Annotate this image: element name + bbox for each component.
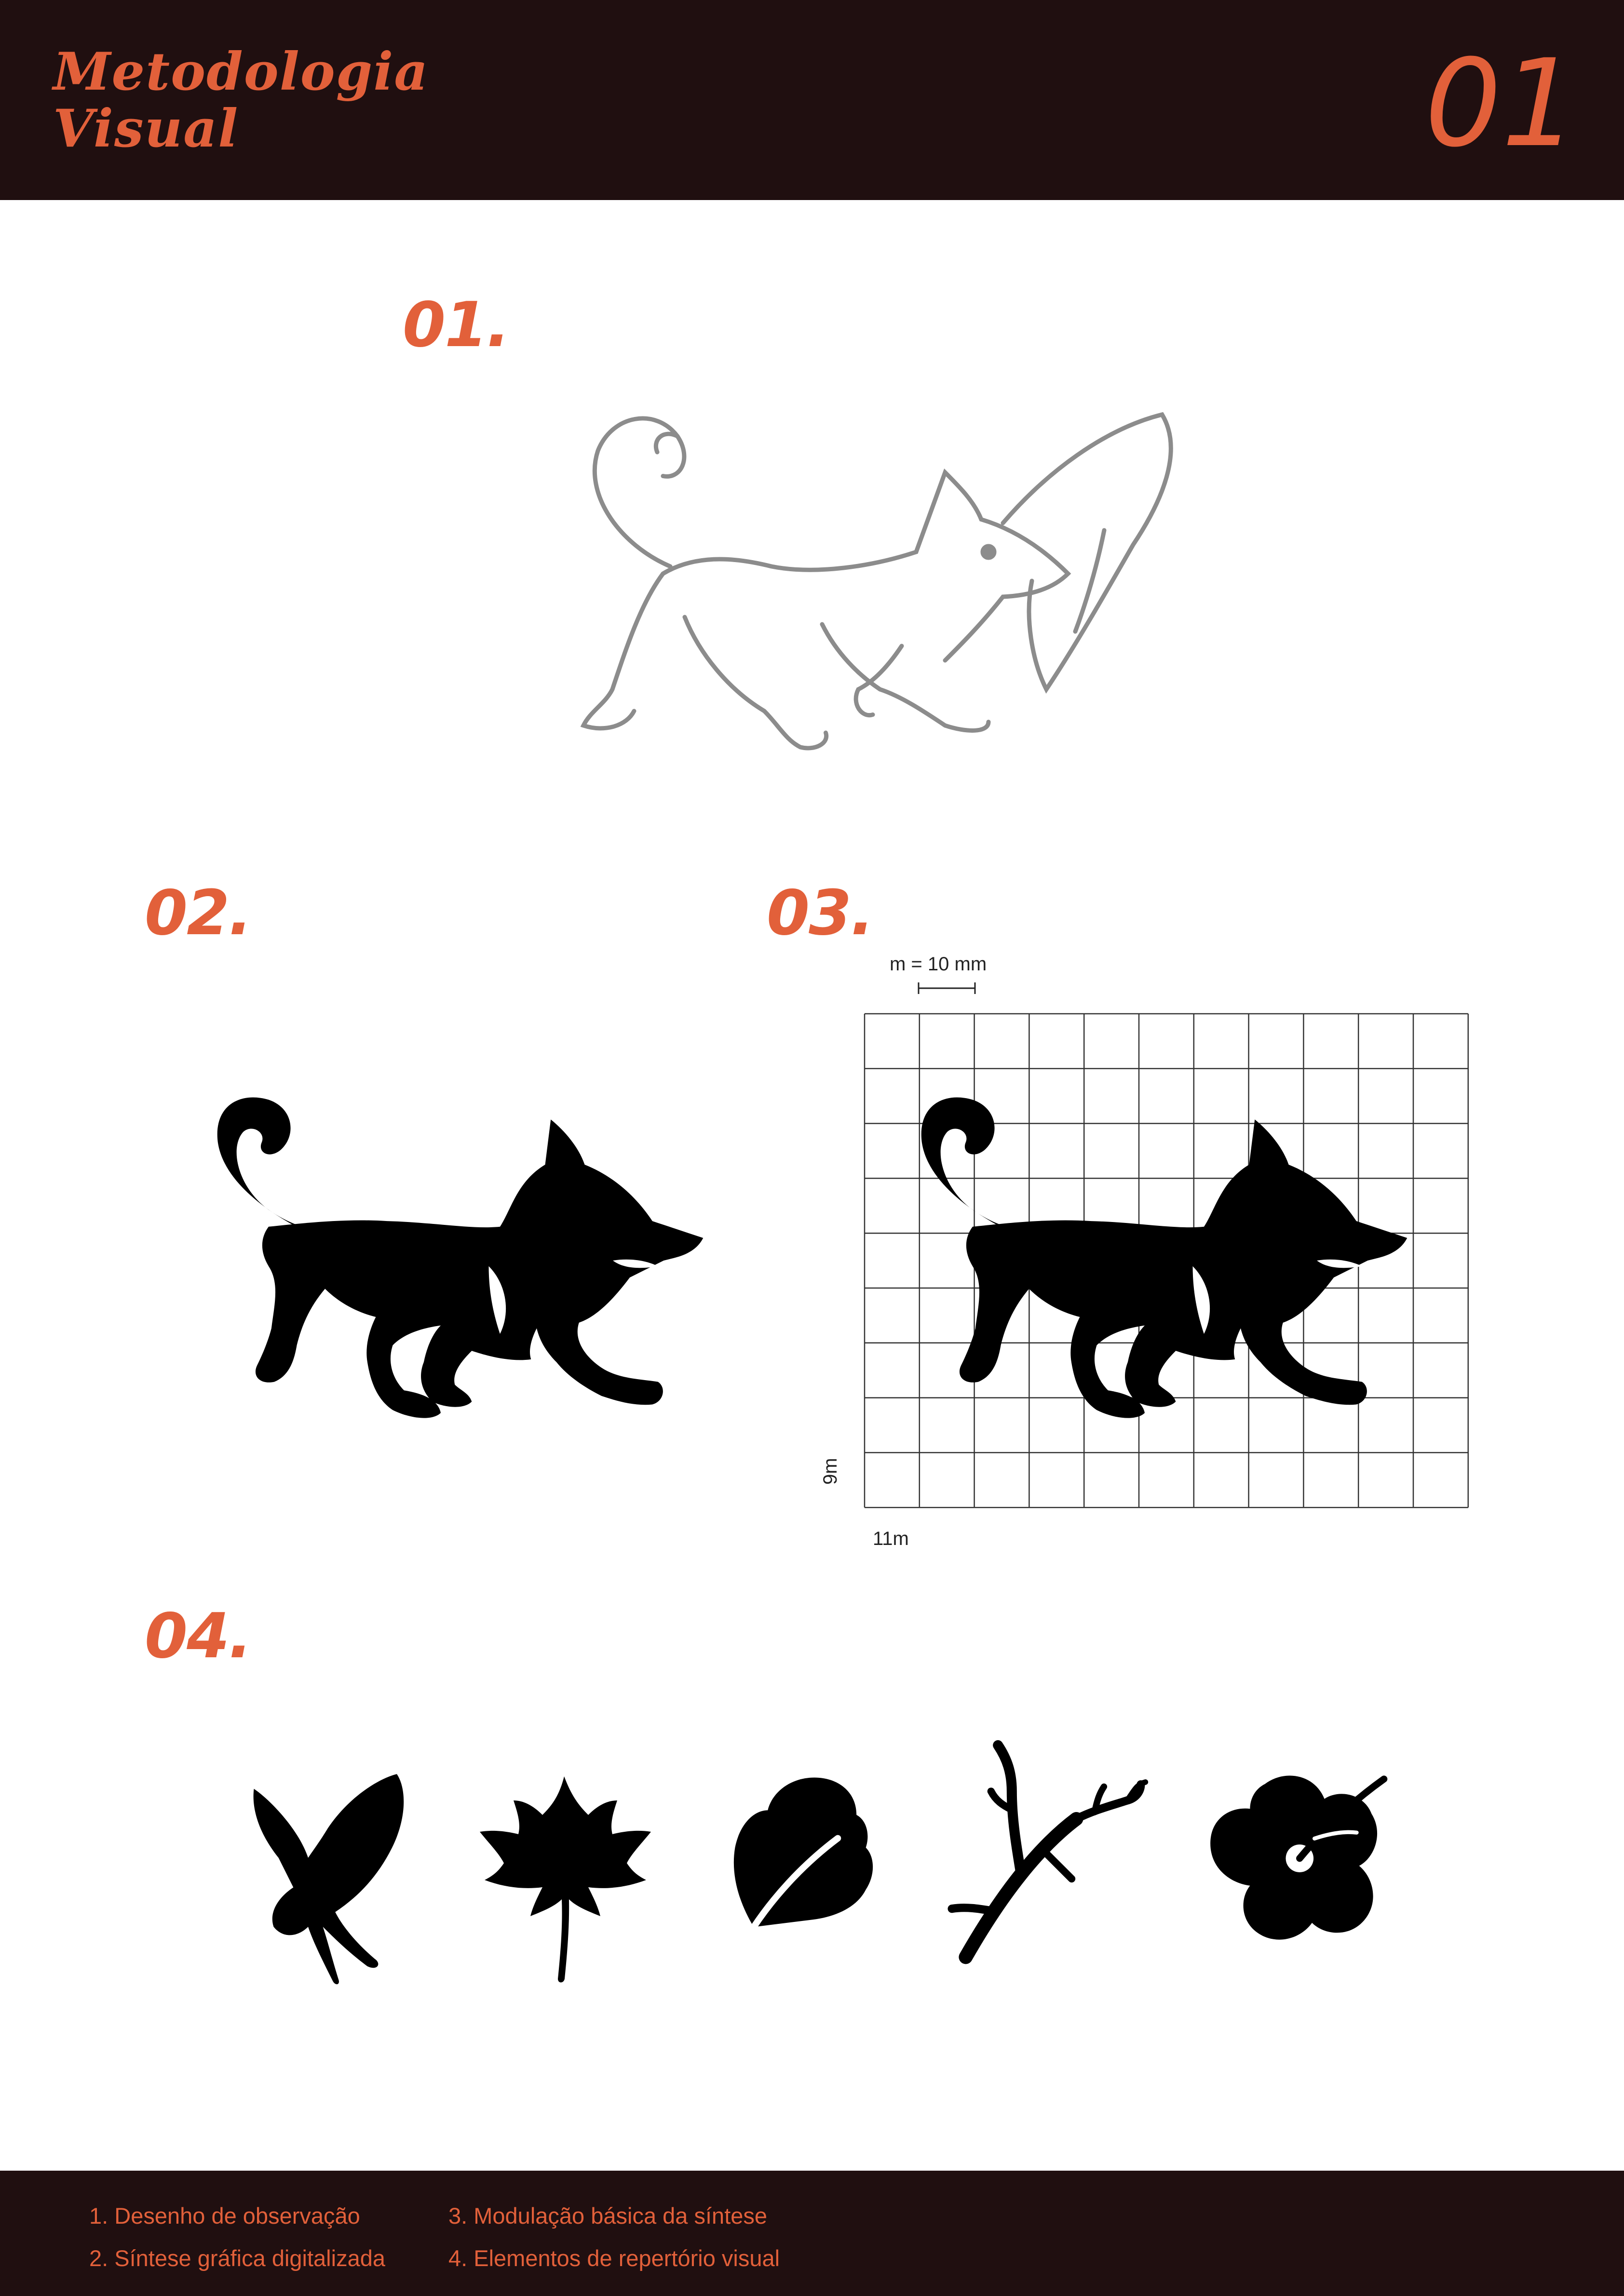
brand-line-1: Metodologia (53, 41, 429, 102)
scale-bar (918, 982, 976, 994)
step-number-01: 01. (403, 289, 510, 361)
grid-width-label: 11m (873, 1528, 909, 1549)
hibiscus-flower-icon (1196, 1769, 1394, 1943)
legend-column-2: 3. Modulação básica da síntese 4. Elemen… (448, 2195, 780, 2280)
fox-silhouette-on-grid (921, 1097, 1407, 1418)
legend-item-1: 1. Desenho de observação (89, 2203, 360, 2229)
step-number-03: 03. (767, 877, 874, 949)
header-band: Metodologia Visual 01 (0, 0, 1624, 200)
footer-band: 1. Desenho de observação 2. Síntese gráf… (0, 2171, 1624, 2296)
step-number-04: 04. (145, 1600, 252, 1672)
leaf-icon (726, 1769, 875, 1935)
legend-item-2: 2. Síntese gráfica digitalizada (89, 2245, 385, 2271)
legend-item-4: 4. Elementos de repertório visual (448, 2245, 780, 2271)
page-number: 01 (1424, 33, 1578, 174)
legend-column-1: 1. Desenho de observação 2. Síntese gráf… (89, 2195, 385, 2280)
fox-silhouette (217, 1097, 704, 1418)
legend-item-3: 3. Modulação básica da síntese (448, 2203, 768, 2229)
scale-label: m = 10 mm (890, 953, 987, 975)
observation-sketch (497, 381, 1191, 766)
step-number-02: 02. (145, 877, 252, 949)
butterfly-icon (253, 1774, 404, 1985)
brand-title: Metodologia Visual (53, 43, 429, 157)
maple-leaf-icon (480, 1776, 651, 1983)
grid-height-label: 9m (820, 1458, 841, 1485)
branch-icon (943, 1738, 1150, 1969)
brand-line-2: Visual (53, 98, 239, 159)
